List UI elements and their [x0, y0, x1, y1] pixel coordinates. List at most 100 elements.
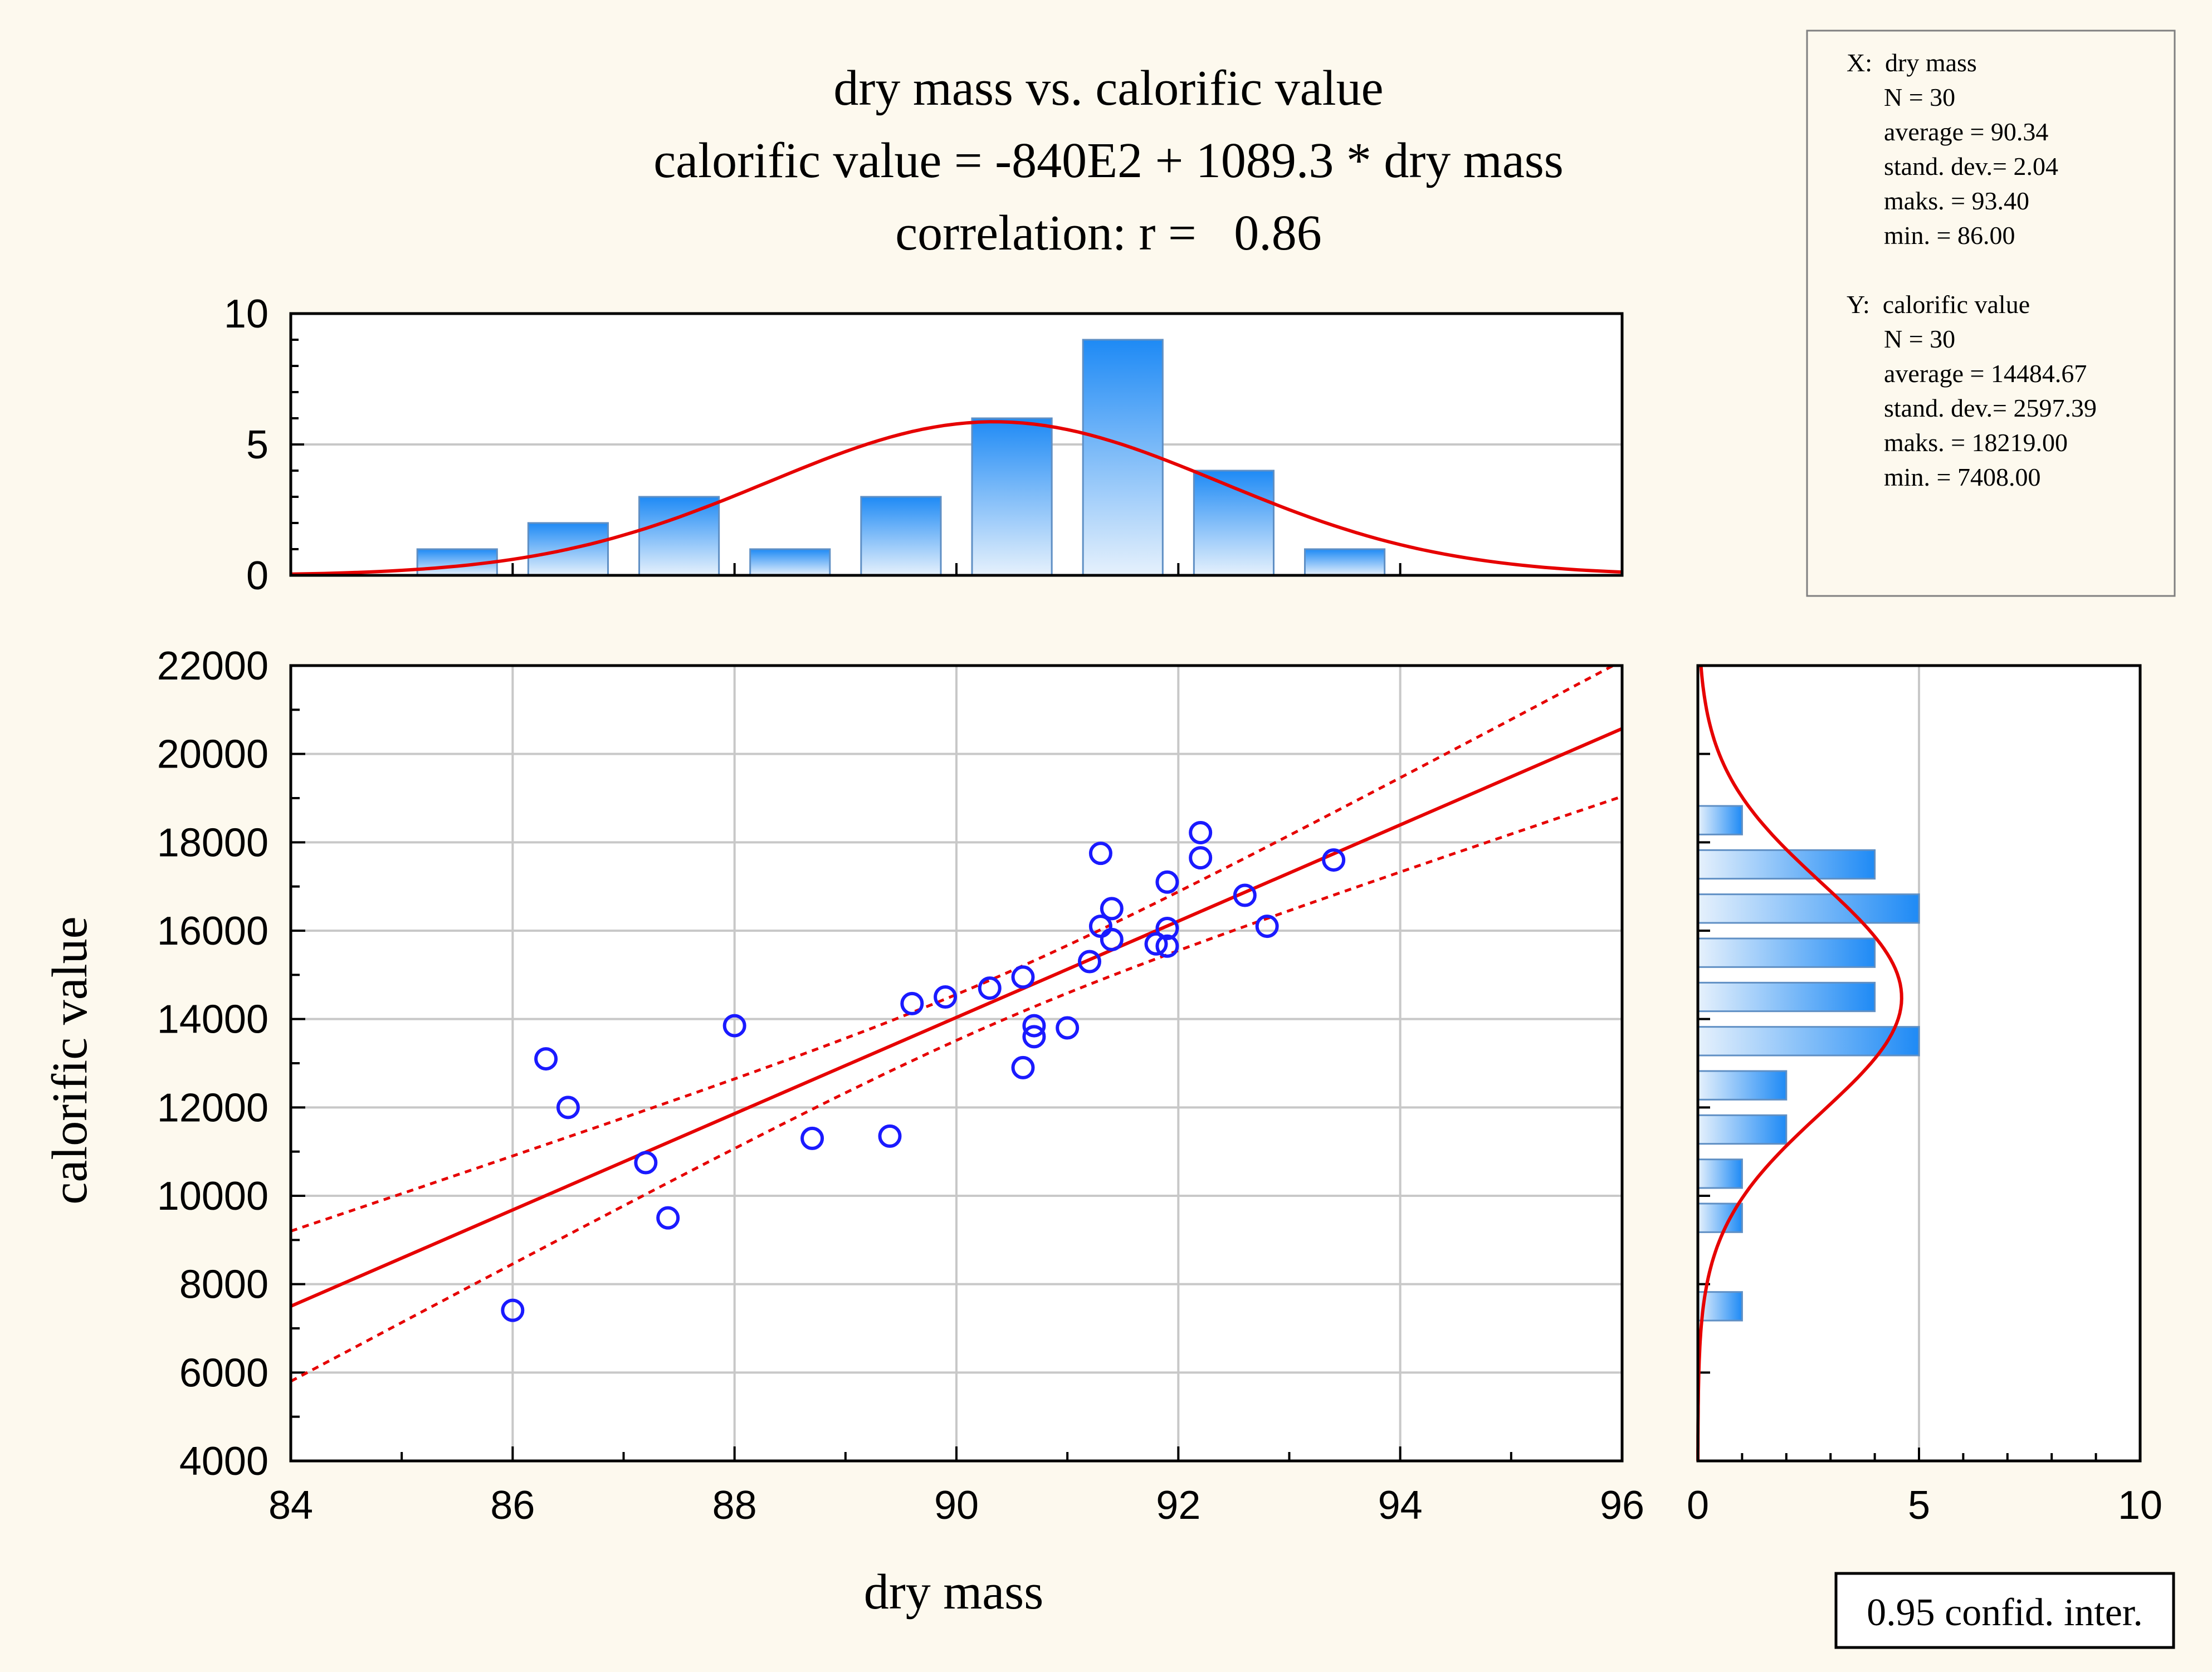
stats-box: X: dry mass N = 30 average = 90.34 stand. …: [1806, 30, 2176, 597]
y-tick-label: 16000: [157, 909, 268, 954]
stats-x-line-3: maks. = 93.40: [1884, 187, 2029, 215]
regression-lines: [291, 666, 1622, 1383]
data-point: [1022, 1025, 1046, 1049]
stats-y-line-0: N = 30: [1884, 325, 1955, 353]
right-hist-x-tick-label: 0: [1687, 1483, 1709, 1528]
data-point: [1155, 934, 1179, 958]
stats-y-line-1: average = 14484.67: [1884, 359, 2087, 388]
x-tick-label: 96: [1600, 1483, 1644, 1528]
data-point: [934, 985, 958, 1009]
data-point: [978, 976, 1002, 1000]
histogram-bar: [1697, 1114, 1788, 1145]
y-axis-label: calorific value: [42, 916, 97, 1204]
data-point: [1189, 846, 1213, 870]
stats-x-line-1: average = 90.34: [1884, 118, 2048, 146]
histogram-bar: [1697, 1158, 1743, 1189]
regression-equation: calorific value = -840E2 + 1089.3 * dry …: [653, 133, 1564, 188]
x-tick-label: 88: [712, 1483, 757, 1528]
stats-y-line-3: maks. = 18219.00: [1884, 428, 2068, 457]
confidence-lower: [291, 795, 1622, 1383]
data-point: [634, 1151, 658, 1175]
histogram-calorific-value: 0 5 10: [1687, 664, 2162, 1528]
data-point: [556, 1096, 580, 1119]
y-tick-label: 18000: [157, 820, 268, 865]
data-point: [534, 1047, 558, 1071]
histogram-bar: [1304, 548, 1386, 576]
top-hist-y-tick-label: 5: [246, 423, 268, 467]
data-point: [1322, 848, 1346, 872]
y-tick-label: 20000: [157, 732, 268, 777]
top-normal-curve: [290, 420, 1623, 576]
y-tick-label: 14000: [157, 998, 268, 1042]
data-point: [900, 991, 924, 1015]
data-point: [1078, 950, 1101, 974]
y-tick-label: 12000: [157, 1086, 268, 1130]
correlation-text: correlation: r = 0.86: [895, 206, 1322, 261]
right-normal-curve: [1696, 665, 1903, 1461]
x-tick-label: 90: [934, 1483, 979, 1528]
stats-y-line-4: min. = 7408.00: [1884, 463, 2041, 491]
data-point: [1011, 965, 1035, 989]
chart-title: dry mass vs. calorific value: [833, 61, 1383, 116]
top-hist-frame: [289, 312, 1624, 577]
y-tick-label: 4000: [179, 1439, 268, 1484]
data-point: [1011, 1055, 1035, 1079]
stats-x-line-4: min. = 86.00: [1884, 221, 2015, 250]
data-point: [1088, 842, 1112, 866]
data-point: [656, 1206, 680, 1230]
data-point: [1155, 870, 1179, 894]
data-point: [1189, 820, 1213, 844]
stats-x-line-0: N = 30: [1884, 83, 1955, 111]
histogram-bar: [860, 496, 942, 576]
stats-box-frame: [1806, 30, 2176, 597]
y-tick-label: 22000: [157, 644, 268, 688]
right-hist-frame: [1696, 664, 2142, 1463]
histogram-bar: [1697, 937, 1876, 968]
top-hist-y-tick-label: 0: [246, 554, 268, 598]
histogram-bar: [1697, 805, 1743, 835]
histogram-bar: [749, 548, 831, 576]
stats-x-line-2: stand. dev.= 2.04: [1884, 152, 2058, 180]
regression-line: [291, 727, 1622, 1308]
y-tick-label: 6000: [179, 1351, 268, 1395]
data-point: [501, 1298, 525, 1322]
data-point: [1155, 917, 1179, 941]
x-tick-label: 84: [268, 1483, 313, 1528]
confidence-upper: [291, 666, 1617, 1233]
data-point: [1100, 927, 1124, 951]
stats-x-header: X: dry mass: [1847, 48, 1977, 77]
y-tick-label: 8000: [179, 1263, 268, 1307]
x-tick-label: 92: [1156, 1483, 1200, 1528]
histogram-bar: [1697, 893, 1920, 924]
stats-y-header: Y: calorific value: [1847, 290, 2030, 319]
confidence-label: 0.95 confid. inter.: [1867, 1591, 2143, 1634]
x-tick-label: 86: [490, 1483, 535, 1528]
histogram-bar: [1697, 849, 1876, 880]
confidence-label-box: [1834, 1572, 2175, 1649]
data-point: [878, 1124, 902, 1148]
right-hist-x-tick-label: 10: [2118, 1483, 2162, 1528]
histogram-dry-mass: 0 5 10: [224, 292, 1624, 598]
data-point: [1233, 883, 1257, 907]
data-point: [800, 1126, 824, 1150]
histogram-bar: [1697, 1070, 1788, 1101]
data-point: [1022, 1014, 1046, 1038]
x-tick-label: 94: [1378, 1483, 1423, 1528]
y-tick-label: 10000: [157, 1174, 268, 1219]
histogram-bar: [971, 417, 1053, 576]
scatter-frame: [289, 664, 1624, 1463]
stats-y-line-2: stand. dev.= 2597.39: [1884, 394, 2097, 422]
data-point: [1255, 915, 1279, 938]
top-hist-y-tick-label: 10: [224, 292, 268, 336]
right-hist-x-tick-label: 5: [1908, 1483, 1930, 1528]
data-point: [722, 1014, 746, 1038]
data-point: [1100, 897, 1124, 921]
histogram-bar: [638, 496, 720, 576]
histogram-bar: [1697, 981, 1876, 1013]
data-point: [1056, 1016, 1080, 1040]
x-axis-label: dry mass: [864, 1565, 1043, 1620]
data-point: [1144, 932, 1168, 956]
scatter-plot: 84 86 88 90 92 94 96 4000 6000 8000 10000 12000 1400…: [157, 644, 1644, 1528]
histogram-bar: [1082, 339, 1164, 576]
